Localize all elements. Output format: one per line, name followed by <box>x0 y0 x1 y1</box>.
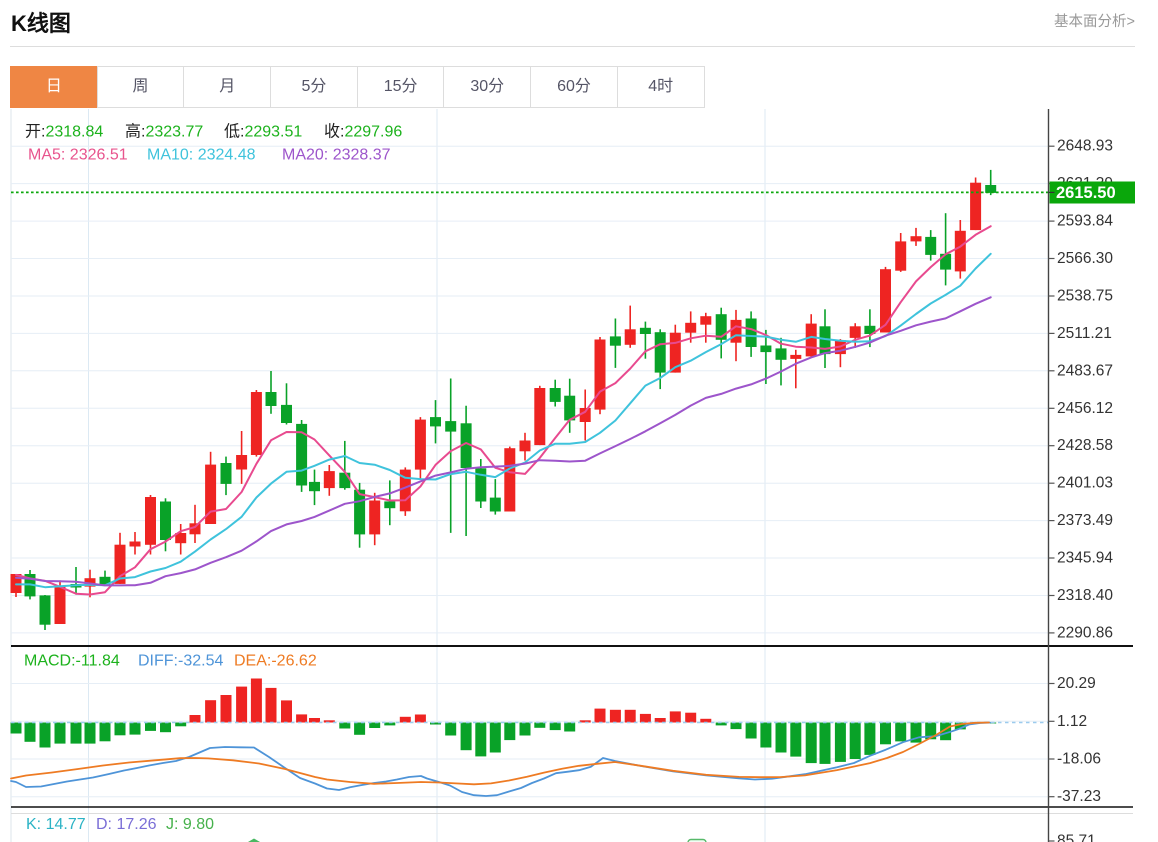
svg-text:MA10: 2324.48: MA10: 2324.48 <box>147 147 256 164</box>
svg-text:D: 17.26: D: 17.26 <box>96 816 157 833</box>
svg-text:1.12: 1.12 <box>1057 713 1087 730</box>
svg-text:2428.58: 2428.58 <box>1057 437 1113 454</box>
svg-text:2538.75: 2538.75 <box>1057 288 1113 305</box>
svg-text:2615.50: 2615.50 <box>1056 184 1116 202</box>
svg-text:2648.93: 2648.93 <box>1057 138 1113 155</box>
svg-text:2593.84: 2593.84 <box>1057 213 1113 230</box>
svg-text:K: 14.77: K: 14.77 <box>26 816 86 833</box>
svg-text:85.71: 85.71 <box>1057 833 1096 842</box>
svg-text:2456.12: 2456.12 <box>1057 400 1113 417</box>
svg-text:2566.30: 2566.30 <box>1057 250 1113 267</box>
svg-text:2373.49: 2373.49 <box>1057 512 1113 529</box>
svg-text:2318.40: 2318.40 <box>1057 587 1113 604</box>
svg-text:2511.21: 2511.21 <box>1057 325 1112 342</box>
svg-text:MA20: 2328.37: MA20: 2328.37 <box>282 147 391 164</box>
svg-text:收:2297.96: 收:2297.96 <box>324 122 402 140</box>
svg-text:DIFF:-32.54: DIFF:-32.54 <box>138 653 223 670</box>
svg-text:-37.23: -37.23 <box>1057 788 1101 805</box>
svg-text:2345.94: 2345.94 <box>1057 550 1113 567</box>
svg-text:开:2318.84: 开:2318.84 <box>25 123 103 140</box>
svg-text:MA5: 2326.51: MA5: 2326.51 <box>28 147 128 164</box>
svg-text:低:2293.51: 低:2293.51 <box>224 122 302 140</box>
svg-text:J: 9.80: J: 9.80 <box>166 816 214 833</box>
svg-text:2401.03: 2401.03 <box>1057 475 1113 492</box>
svg-text:DEA:-26.62: DEA:-26.62 <box>234 653 317 670</box>
svg-text:MACD:-11.84: MACD:-11.84 <box>24 653 120 670</box>
svg-text:2290.86: 2290.86 <box>1057 624 1113 641</box>
svg-text:高:2323.77: 高:2323.77 <box>125 122 203 140</box>
svg-text:20.29: 20.29 <box>1057 675 1096 692</box>
svg-text:2483.67: 2483.67 <box>1057 362 1113 379</box>
svg-text:-18.06: -18.06 <box>1057 751 1101 768</box>
